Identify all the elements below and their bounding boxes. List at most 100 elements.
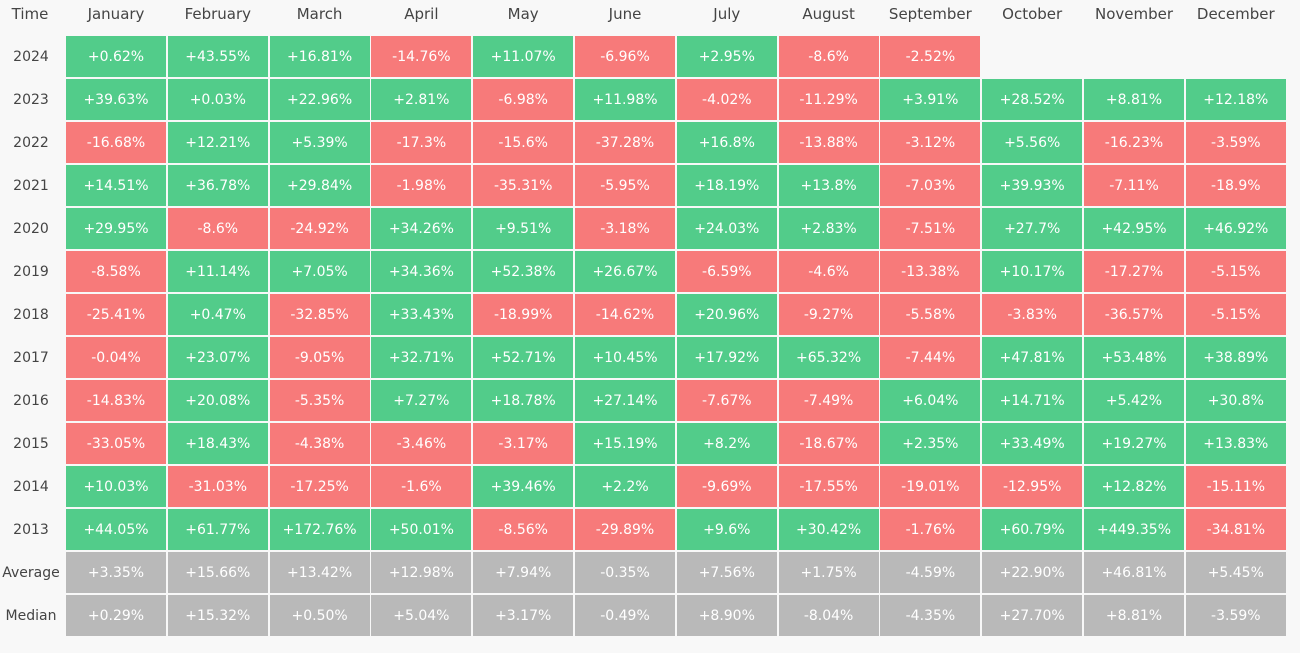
return-cell: +33.49% [982,423,1083,464]
return-cell: -1.76% [880,509,981,550]
return-cell: -14.62% [575,294,675,335]
return-cell: +34.26% [371,208,472,249]
return-cell: +0.50% [269,595,370,636]
return-cell: +12.82% [1084,466,1184,507]
return-cell: -8.58% [66,251,166,292]
return-cell: +5.39% [269,122,370,163]
return-cell: +22.90% [982,552,1083,593]
row-label: 2014 [13,478,49,495]
return-cell: +34.36% [371,251,472,292]
return-cell: -3.59% [1185,595,1286,636]
return-cell: -11.29% [778,79,879,120]
return-cell: +8.81% [1084,595,1184,636]
return-cell: +15.19% [575,423,675,464]
return-cell: +0.62% [66,36,166,77]
header-month: January [87,5,145,23]
return-cell: -15.6% [473,122,574,163]
return-cell: -7.44% [880,337,981,378]
return-cell: +29.95% [66,208,166,249]
return-cell: +46.81% [1084,552,1184,593]
return-cell: +39.63% [66,79,166,120]
return-cell: -3.83% [982,294,1083,335]
return-cell: +6.04% [880,380,981,421]
return-cell: -14.83% [66,380,166,421]
return-cell: -9.69% [676,466,777,507]
return-cell: -5.15% [1185,294,1286,335]
row-label: 2017 [13,349,49,366]
return-cell: +8.90% [676,595,777,636]
return-cell: +61.77% [167,509,268,550]
return-cell: +5.56% [982,122,1083,163]
return-cell: +20.08% [167,380,268,421]
return-cell: +7.56% [676,552,777,593]
return-cell: -2.52% [880,36,981,77]
return-cell: +5.45% [1185,552,1286,593]
return-cell: -5.95% [575,165,675,206]
header-month: November [1094,5,1174,23]
row-label: 2021 [13,177,49,194]
return-cell: -3.17% [473,423,574,464]
return-cell: -8.56% [473,509,574,550]
row-label: 2018 [13,306,49,323]
return-cell: -5.15% [1185,251,1286,292]
return-cell: +20.96% [676,294,777,335]
return-cell: +13.83% [1185,423,1286,464]
return-cell: -17.55% [778,466,879,507]
return-cell: +32.71% [371,337,472,378]
return-cell: -7.67% [676,380,777,421]
header-month: March [296,5,343,23]
return-cell: -17.25% [269,466,370,507]
return-cell: +12.18% [1185,79,1286,120]
row-label: 2024 [13,48,49,65]
return-cell: +8.2% [676,423,777,464]
return-cell: -8.6% [167,208,268,249]
return-cell: -29.89% [575,509,675,550]
return-cell: +43.55% [167,36,268,77]
return-cell: +42.95% [1084,208,1184,249]
return-cell: -8.6% [778,36,879,77]
return-cell: -9.05% [269,337,370,378]
return-cell: +11.07% [473,36,574,77]
return-cell: -3.59% [1185,122,1286,163]
row-label: Median [5,607,57,624]
return-cell: +5.42% [1084,380,1184,421]
return-cell: +28.52% [982,79,1083,120]
return-cell: +18.19% [676,165,777,206]
return-cell: -6.96% [575,36,675,77]
return-cell: +2.83% [778,208,879,249]
return-cell: +30.42% [778,509,879,550]
return-cell: -18.67% [778,423,879,464]
return-cell: +0.03% [167,79,268,120]
return-cell: +52.71% [473,337,574,378]
return-cell: +17.92% [676,337,777,378]
return-cell: +12.98% [371,552,472,593]
return-cell: +172.76% [269,509,370,550]
header-month: May [507,5,539,23]
return-cell: +50.01% [371,509,472,550]
return-cell: +11.14% [167,251,268,292]
return-cell: -4.38% [269,423,370,464]
return-cell: -5.35% [269,380,370,421]
return-cell: -12.95% [982,466,1083,507]
return-cell: -7.11% [1084,165,1184,206]
return-cell: +1.75% [778,552,879,593]
row-label: 2022 [13,134,49,151]
return-cell: -18.9% [1185,165,1286,206]
row-label: 2016 [13,392,49,409]
return-cell: -15.11% [1185,466,1286,507]
row-label: 2013 [13,521,49,538]
return-cell: +7.94% [473,552,574,593]
return-cell: +44.05% [66,509,166,550]
return-cell: +33.43% [371,294,472,335]
return-cell: +18.78% [473,380,574,421]
return-cell: +12.21% [167,122,268,163]
return-cell: +15.32% [167,595,268,636]
return-cell: +14.71% [982,380,1083,421]
return-cell: +9.51% [473,208,574,249]
return-cell: +16.8% [676,122,777,163]
return-cell: -4.35% [880,595,981,636]
return-cell: +449.35% [1084,509,1184,550]
return-cell: +2.95% [676,36,777,77]
return-cell: -0.04% [66,337,166,378]
return-cell: +52.38% [473,251,574,292]
